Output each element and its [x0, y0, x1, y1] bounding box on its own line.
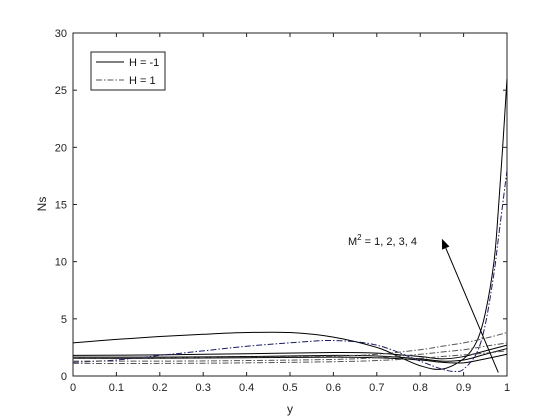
y-tick-label: 20 — [55, 142, 67, 154]
annotation-m2-values: M2 = 1, 2, 3, 4 — [348, 233, 417, 248]
y-tick-label: 5 — [61, 314, 67, 326]
y-tick-label: 25 — [55, 85, 67, 97]
series-line-h-1-4 — [72, 170, 508, 373]
legend-entry-h-1: H = 1 — [129, 75, 156, 87]
x-tick-label: 0.3 — [196, 382, 211, 394]
x-tick-label: 0.6 — [326, 382, 341, 394]
series-line-h-1-7 — [72, 350, 508, 364]
y-axis-label: Ns — [35, 197, 49, 212]
y-tick-label: 30 — [55, 28, 67, 40]
series-line-h-minus-1-0 — [72, 78, 508, 370]
x-tick-label: 0.8 — [413, 382, 428, 394]
y-tick-label: 10 — [55, 257, 67, 269]
y-tick-label: 15 — [55, 200, 67, 212]
annotation-superscript: 2 — [357, 233, 362, 242]
series-line-h-minus-1-1 — [72, 344, 508, 360]
annotation-base: M — [348, 236, 357, 248]
legend: H = -1 H = 1 — [90, 51, 166, 91]
legend-box — [90, 51, 166, 91]
x-tick-label: 0.2 — [152, 382, 167, 394]
x-tick-label: 0.7 — [369, 382, 384, 394]
series-line-h-1-6 — [72, 342, 508, 362]
x-tick-label: 0.4 — [239, 382, 254, 394]
x-axis-label: y — [287, 402, 293, 416]
series-line-h-minus-1-3 — [72, 353, 508, 364]
ticks-layer: 0 0.1 0.2 0.3 0.4 0.5 0.6 0.7 0.8 0.9 105101520253… — [55, 28, 510, 394]
annotation-arrow-head — [441, 238, 450, 250]
y-tick-label: 0 — [61, 371, 67, 383]
x-tick-label: 0.9 — [456, 382, 471, 394]
series-layer — [72, 78, 508, 373]
x-tick-label: 0 — [70, 382, 76, 394]
x-tick-label: 0.5 — [282, 382, 297, 394]
x-tick-label: 1 — [504, 382, 510, 394]
annotation-arrow-line — [445, 247, 499, 373]
series-line-h-minus-1-2 — [72, 348, 508, 362]
annotation-rest: = 1, 2, 3, 4 — [362, 236, 417, 248]
legend-entry-h-minus-1: H = -1 — [129, 57, 159, 69]
x-tick-label: 0.1 — [109, 382, 124, 394]
series-line-h-1-5 — [72, 332, 508, 359]
